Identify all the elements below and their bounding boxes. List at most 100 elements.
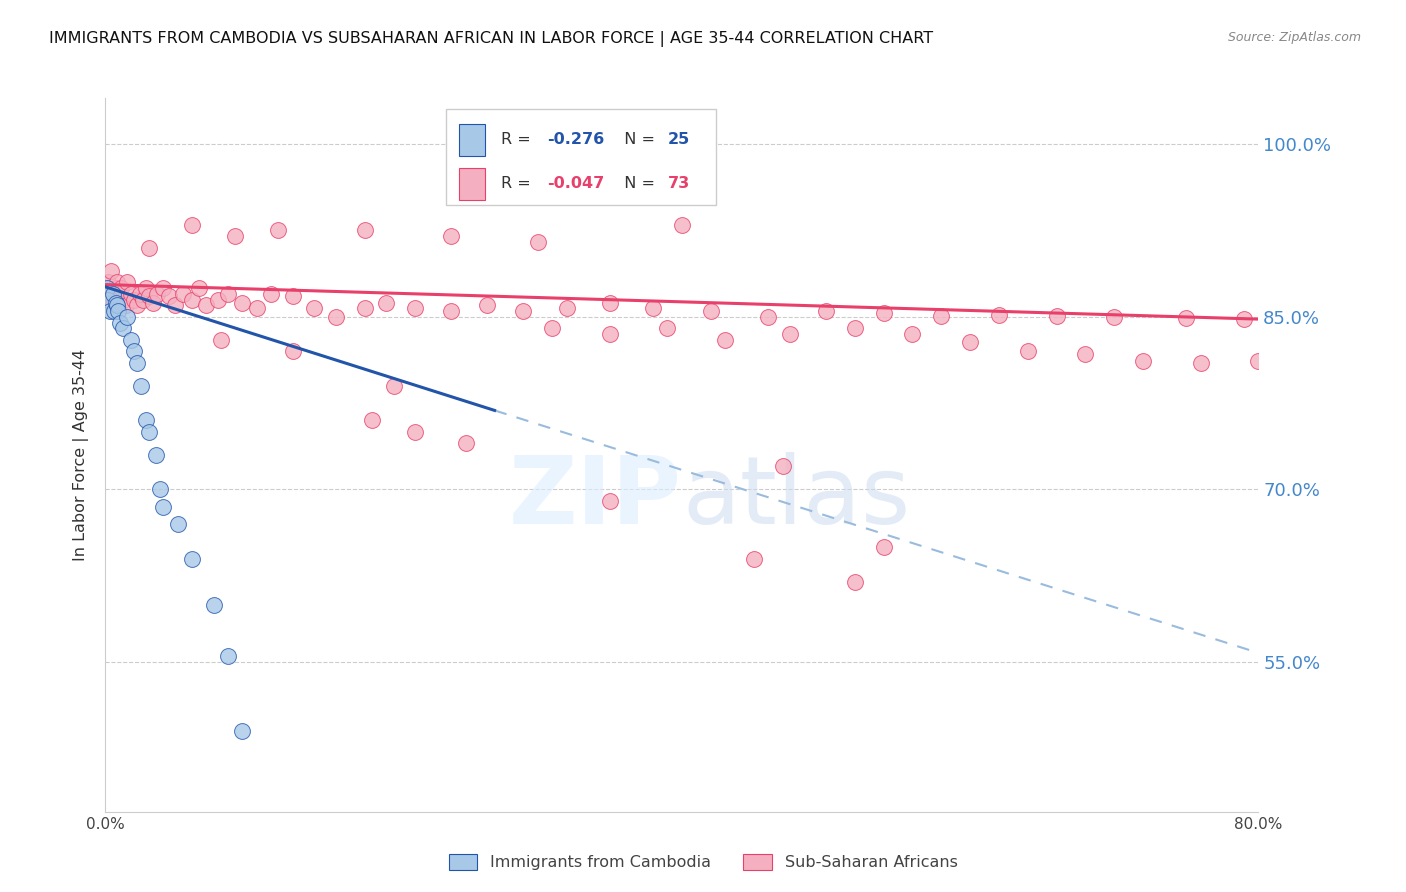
Point — [1247, 353, 1270, 368]
Point — [172, 286, 194, 301]
Point — [375, 296, 398, 310]
Point — [202, 598, 225, 612]
Point — [1017, 344, 1039, 359]
Point — [361, 413, 384, 427]
Point — [1074, 346, 1097, 360]
Point — [267, 223, 290, 237]
Text: 25: 25 — [668, 132, 690, 147]
Point — [901, 327, 924, 342]
Point — [105, 298, 128, 312]
Point — [224, 229, 246, 244]
Text: -0.047: -0.047 — [547, 177, 605, 192]
Point — [1046, 309, 1069, 323]
Point — [260, 286, 283, 301]
Point — [104, 281, 127, 295]
Point — [195, 298, 218, 312]
Point — [111, 293, 134, 307]
Point — [101, 286, 124, 301]
Point — [555, 301, 578, 315]
Point — [132, 293, 155, 307]
Point — [138, 425, 160, 439]
Point — [354, 301, 377, 315]
Point — [246, 301, 269, 315]
Text: 73: 73 — [668, 177, 690, 192]
Text: -0.276: -0.276 — [547, 132, 605, 147]
Point — [440, 229, 463, 244]
Point — [354, 223, 377, 237]
Point — [101, 298, 124, 312]
Point — [108, 286, 131, 301]
Point — [217, 649, 239, 664]
Point — [120, 286, 142, 301]
Point — [643, 301, 665, 315]
Point — [959, 335, 981, 350]
Text: R =: R = — [501, 177, 536, 192]
Text: Source: ZipAtlas.com: Source: ZipAtlas.com — [1227, 31, 1361, 45]
Point — [873, 540, 896, 554]
Point — [599, 296, 621, 310]
Point — [96, 281, 118, 295]
Point — [105, 275, 128, 289]
Point — [114, 298, 136, 312]
Point — [873, 306, 896, 320]
Bar — [460, 168, 485, 200]
Point — [758, 310, 780, 324]
Point — [152, 500, 174, 514]
Point — [120, 333, 142, 347]
Point — [97, 275, 120, 289]
Point — [772, 459, 794, 474]
Point — [110, 281, 132, 295]
Point — [188, 281, 211, 295]
Point — [382, 379, 405, 393]
Point — [145, 448, 167, 462]
Point — [217, 286, 239, 301]
Point — [209, 333, 232, 347]
Point — [404, 425, 426, 439]
Point — [454, 436, 477, 450]
Point — [98, 286, 121, 301]
Point — [181, 293, 204, 307]
Point — [146, 286, 169, 301]
Point — [166, 516, 188, 531]
Point — [104, 296, 127, 310]
Point — [599, 494, 621, 508]
Point — [440, 304, 463, 318]
Point — [131, 379, 153, 393]
Point — [138, 289, 160, 303]
Point — [477, 298, 499, 312]
Text: atlas: atlas — [682, 451, 910, 544]
Point — [115, 275, 138, 289]
Point — [103, 286, 125, 301]
Bar — [460, 124, 485, 156]
Point — [512, 304, 534, 318]
Point — [138, 241, 160, 255]
Point — [96, 281, 118, 295]
Point — [1291, 350, 1313, 364]
Point — [742, 551, 765, 566]
Text: ZIP: ZIP — [509, 451, 682, 544]
Text: R =: R = — [501, 132, 536, 147]
Point — [599, 327, 621, 342]
Point — [127, 298, 149, 312]
Point — [281, 289, 304, 303]
Point — [527, 235, 550, 249]
Point — [714, 333, 737, 347]
Point — [111, 321, 134, 335]
Point — [98, 304, 121, 318]
Point — [281, 344, 304, 359]
Point — [657, 321, 679, 335]
Point — [127, 356, 149, 370]
Point — [844, 574, 866, 589]
Point — [325, 310, 347, 324]
Point — [1175, 310, 1198, 325]
Point — [129, 286, 152, 301]
Point — [1132, 353, 1154, 368]
Point — [988, 308, 1011, 322]
Point — [163, 298, 186, 312]
Point — [124, 293, 146, 307]
Y-axis label: In Labor Force | Age 35-44: In Labor Force | Age 35-44 — [73, 349, 90, 561]
Point — [181, 551, 204, 566]
Point — [231, 724, 253, 739]
Point — [152, 281, 174, 295]
Point — [135, 413, 157, 427]
